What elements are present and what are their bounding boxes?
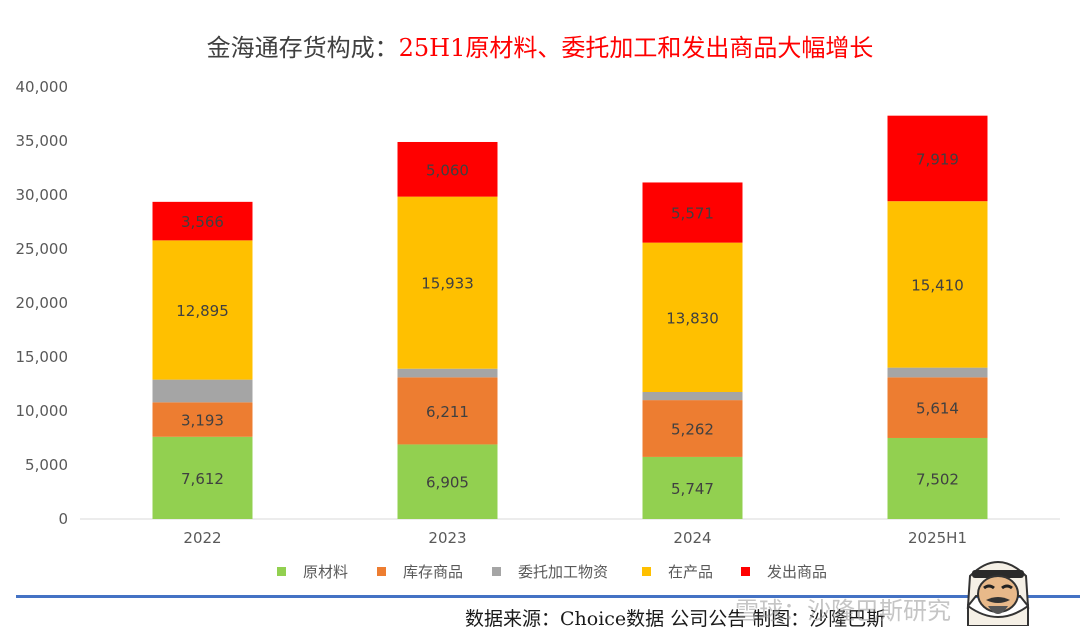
x-tick-label: 2024 [673,529,711,547]
bar-segment [152,201,253,241]
bar-segment [397,377,498,445]
legend-item: 库存商品 [377,563,463,581]
bar-segment [642,242,743,393]
data-label: 13,830 [666,309,719,327]
legend-label: 库存商品 [403,563,463,581]
y-tick-label: 20,000 [16,294,69,312]
bar-segment [152,436,253,519]
bar-segment [397,141,498,197]
data-label: 5,262 [671,421,714,439]
bar-segment [397,368,498,378]
bars: 7,612 3,193 12,895 3,566 6,905 6,211 15,933 5,0… [152,115,988,519]
x-tick-label: 2023 [428,529,466,547]
legend-item: 委托加工物资 [492,563,608,581]
bar-segment [642,456,743,519]
y-tick-label: 0 [58,510,68,528]
bar-segment [642,392,743,401]
y-tick-label: 15,000 [16,348,69,366]
mascot-avatar-icon [966,561,1030,626]
data-label: 7,502 [916,470,959,488]
data-label: 3,193 [181,412,224,430]
data-label: 5,060 [426,161,469,179]
data-label: 5,571 [671,205,714,223]
bar-segment [152,240,253,380]
stacked-bar-chart: 0 5,000 10,000 15,000 20,000 25,000 30,000 35,0… [16,78,1060,581]
legend-item: 发出商品 [741,563,827,581]
data-source: 数据来源：Choice数据 公司公告 制图：沙隆巴斯 [465,608,886,630]
legend-swatch [492,567,501,576]
legend-swatch [277,567,286,576]
bar-segment [887,377,988,438]
legend: 原材料 库存商品 委托加工物资 在产品 发出商品 [277,563,827,581]
y-tick-label: 40,000 [16,78,69,96]
x-tick-label: 2025H1 [908,529,967,547]
x-axis: 2022 2023 2024 2025H1 [183,529,967,547]
data-label: 5,614 [916,400,959,418]
legend-item: 在产品 [642,563,713,581]
bar-segment [887,367,988,378]
legend-label: 发出商品 [767,563,827,581]
bar-segment [152,379,253,403]
y-tick-label: 30,000 [16,186,69,204]
data-label: 12,895 [176,302,229,320]
legend-item: 原材料 [277,563,348,581]
watermark: 雪球：沙隆巴斯研究 [735,597,951,625]
y-tick-label: 25,000 [16,240,69,258]
y-tick-label: 5,000 [25,456,68,474]
bar-segment [642,400,743,457]
data-label: 15,410 [911,276,964,294]
chart-title-highlight: 25H1原材料、委托加工和发出商品大幅增长 [398,34,874,62]
legend-swatch [741,567,750,576]
data-label: 6,211 [426,403,469,421]
data-label: 6,905 [426,474,469,492]
bar-segment [887,201,988,368]
y-tick-label: 35,000 [16,132,69,150]
bar-segment [887,115,988,202]
chart-title-main: 金海通存货构成： [206,34,399,62]
legend-label: 在产品 [668,563,713,581]
bar-segment [887,437,988,519]
bar-segment [152,402,253,437]
bar-segment [642,182,743,243]
bar-segment [397,196,498,369]
y-tick-label: 10,000 [16,402,69,420]
legend-swatch [377,567,386,576]
data-label: 15,933 [421,275,474,293]
y-axis: 0 5,000 10,000 15,000 20,000 25,000 30,000 35,0… [16,78,69,528]
legend-label: 原材料 [303,563,348,581]
bar-segment [397,444,498,519]
legend-swatch [642,567,651,576]
data-label: 7,612 [181,470,224,488]
legend-label: 委托加工物资 [518,563,608,581]
data-label: 7,919 [916,150,959,168]
chart-title: 金海通存货构成：25H1原材料、委托加工和发出商品大幅增长 [0,28,1080,63]
x-tick-label: 2022 [183,529,221,547]
footer-divider [16,595,1080,598]
data-label: 3,566 [181,213,224,231]
data-label: 5,747 [671,480,714,498]
